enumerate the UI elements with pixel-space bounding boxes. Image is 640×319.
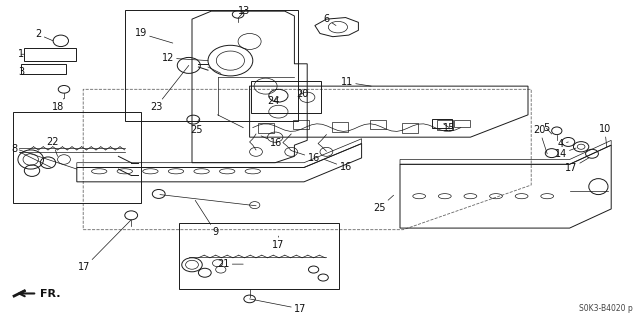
Text: 21: 21 — [217, 259, 243, 269]
Text: 14: 14 — [554, 148, 576, 159]
Text: FR.: FR. — [40, 289, 60, 300]
Text: 16: 16 — [291, 151, 320, 163]
Bar — [258, 123, 274, 133]
Text: 17: 17 — [272, 236, 285, 250]
Text: 15: 15 — [443, 122, 456, 133]
Bar — [370, 120, 386, 129]
Text: 2: 2 — [35, 29, 53, 41]
Text: 16: 16 — [261, 136, 283, 148]
Bar — [437, 120, 453, 130]
Text: 12: 12 — [161, 53, 208, 63]
Bar — [21, 64, 66, 74]
Text: 17: 17 — [78, 220, 131, 272]
Bar — [454, 120, 470, 127]
Text: 13: 13 — [238, 6, 251, 18]
Bar — [251, 81, 321, 113]
Text: 25: 25 — [373, 195, 394, 213]
Bar — [332, 122, 348, 132]
Text: 3: 3 — [18, 67, 24, 77]
Text: 25: 25 — [190, 120, 203, 135]
Bar — [13, 112, 141, 203]
Text: 10: 10 — [598, 124, 611, 147]
Text: 17: 17 — [250, 299, 307, 314]
Bar — [432, 119, 452, 128]
Text: 6: 6 — [323, 14, 336, 26]
Bar — [293, 120, 309, 129]
Text: 1: 1 — [18, 49, 24, 59]
Text: 20: 20 — [533, 125, 547, 154]
Bar — [24, 48, 76, 61]
Text: 20: 20 — [296, 89, 308, 99]
Text: 24: 24 — [268, 96, 280, 107]
Text: 9: 9 — [195, 200, 219, 237]
Text: 4: 4 — [557, 139, 568, 149]
Text: 8: 8 — [11, 144, 51, 167]
Text: 17: 17 — [564, 158, 589, 174]
Text: 11: 11 — [340, 77, 371, 87]
Bar — [179, 223, 339, 289]
Text: 22: 22 — [46, 137, 59, 156]
Bar — [402, 123, 418, 133]
Text: S0K3-B4020 p: S0K3-B4020 p — [579, 304, 632, 313]
Text: 18: 18 — [51, 98, 64, 112]
Text: 5: 5 — [543, 123, 552, 134]
Text: 16: 16 — [324, 160, 352, 173]
Bar — [125, 10, 298, 121]
Text: 19: 19 — [134, 28, 173, 43]
Text: 23: 23 — [150, 65, 189, 112]
